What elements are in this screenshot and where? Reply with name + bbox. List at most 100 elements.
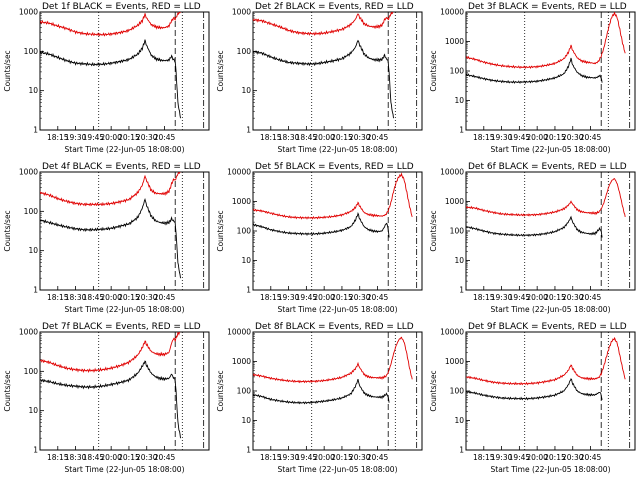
y-tick-label: 10000 [440,8,464,17]
y-tick-label: 1 [33,126,38,135]
panel-title: Det 6f BLACK = Events, RED = LLD [468,162,627,172]
y-tick-label: 1 [459,446,464,455]
series-lld-line [40,12,181,37]
y-tick-label: 100 [450,387,465,396]
series-events-line [253,378,390,405]
y-tick-label: 1000 [445,197,464,206]
series-lld-line [466,336,626,386]
y-axis-label: Counts/sec [3,370,12,411]
y-tick-label: 10000 [227,168,251,177]
x-axis-label: Start Time (22-Jun-05 18:08:00) [65,465,185,474]
y-tick-label: 1000 [19,328,38,337]
x-tick-label: 19:45 [296,293,318,302]
chart-panel-8: Det 8f BLACK = Events, RED = LLD 1 10 100 10… [216,322,423,474]
y-axis-label: Counts/sec [216,50,225,91]
chart-panel-6: Det 6f BLACK = Events, RED = LLD 1 10 100 10… [429,162,636,314]
chart-panel-9: Det 9f BLACK = Events, RED = LLD 1 10 100 10… [429,322,636,474]
x-tick-label: 20:30 [562,133,584,142]
y-tick-label: 1 [246,286,251,295]
y-tick-label: 10 [454,256,464,265]
y-tick-label: 100 [24,47,39,56]
x-tick-label: 20:00 [526,133,548,142]
chart-panel-2: Det 2f BLACK = Events, RED = LLD 1 10 100 10… [216,2,423,154]
y-axis-label: Counts/sec [216,370,225,411]
x-tick-label: 18:45 [296,133,318,142]
x-tick-label: 20:15 [544,453,566,462]
x-tick-label: 20:00 [313,133,335,142]
panel-title: Det 7f BLACK = Events, RED = LLD [42,322,201,332]
x-tick-label: 20:30 [136,133,158,142]
x-axis-label: Start Time (22-Jun-05 18:08:00) [278,145,398,154]
panel-title: Det 8f BLACK = Events, RED = LLD [255,322,414,332]
x-axis-label: Start Time (22-Jun-05 18:08:00) [491,465,611,474]
x-tick-label: 18:15 [473,293,495,302]
x-tick-label: 19:45 [509,453,531,462]
plot-frame [465,331,636,451]
x-tick-label: 19:30 [65,133,87,142]
x-tick-label: 20:00 [526,453,548,462]
plot-frame [252,11,423,131]
x-tick-label: 20:00 [100,293,122,302]
x-tick-label: 18:30 [65,453,87,462]
series-lld-line [253,336,413,384]
x-tick-label: 18:15 [47,133,69,142]
y-tick-label: 1 [246,446,251,455]
x-tick-label: 20:15 [118,293,140,302]
y-tick-label: 1 [459,286,464,295]
x-tick-label: 20:00 [526,293,548,302]
x-tick-label: 20:45 [580,293,602,302]
x-tick-label: 18:15 [473,133,495,142]
series-events-line [466,378,603,401]
y-tick-label: 100 [450,67,465,76]
x-tick-label: 19:30 [278,453,300,462]
y-tick-label: 10000 [440,168,464,177]
x-tick-label: 20:15 [331,453,353,462]
x-tick-label: 20:30 [349,133,371,142]
x-tick-label: 19:30 [491,453,513,462]
series-lld-line [40,332,181,374]
x-tick-label: 20:00 [313,293,335,302]
y-tick-label: 1 [459,126,464,135]
x-tick-label: 20:45 [154,293,176,302]
y-tick-label: 100 [237,387,252,396]
x-tick-label: 20:45 [367,293,389,302]
x-axis-label: Start Time (22-Jun-05 18:08:00) [65,145,185,154]
y-axis-label: Counts/sec [429,210,438,251]
x-tick-label: 18:45 [83,293,105,302]
y-tick-label: 10 [454,96,464,105]
series-lld-line [253,12,394,36]
series-events-line [466,57,603,84]
x-tick-label: 18:15 [260,293,282,302]
plot-frame [39,171,210,291]
y-tick-label: 1000 [445,37,464,46]
x-tick-label: 18:15 [47,453,69,462]
y-axis-label: Counts/sec [429,50,438,91]
x-tick-label: 20:45 [367,453,389,462]
plot-frame [39,11,210,131]
panel-title: Det 3f BLACK = Events, RED = LLD [468,2,627,12]
y-tick-label: 10 [28,246,38,255]
x-tick-label: 18:30 [65,293,87,302]
x-tick-label: 19:45 [509,293,531,302]
x-axis-label: Start Time (22-Jun-05 18:08:00) [278,465,398,474]
x-tick-label: 20:30 [349,453,371,462]
x-tick-label: 20:30 [349,293,371,302]
chart-panel-1: Det 1f BLACK = Events, RED = LLD 1 10 100 10… [3,2,210,154]
x-tick-label: 18:15 [473,453,495,462]
x-tick-label: 19:45 [296,453,318,462]
chart-panel-5: Det 5f BLACK = Events, RED = LLD 1 10 100 10… [216,162,423,314]
x-tick-label: 20:45 [367,133,389,142]
x-tick-label: 20:15 [118,453,140,462]
x-tick-label: 19:30 [491,293,513,302]
x-tick-label: 19:45 [83,133,105,142]
y-tick-label: 1 [33,286,38,295]
series-lld-line [40,172,181,207]
x-tick-label: 20:15 [544,133,566,142]
y-axis-label: Counts/sec [3,50,12,91]
y-tick-label: 10 [454,416,464,425]
x-axis-label: Start Time (22-Jun-05 18:08:00) [65,305,185,314]
y-tick-label: 10000 [440,328,464,337]
y-tick-label: 1000 [232,357,251,366]
y-tick-label: 1000 [232,8,251,17]
x-axis-label: Start Time (22-Jun-05 18:08:00) [491,145,611,154]
